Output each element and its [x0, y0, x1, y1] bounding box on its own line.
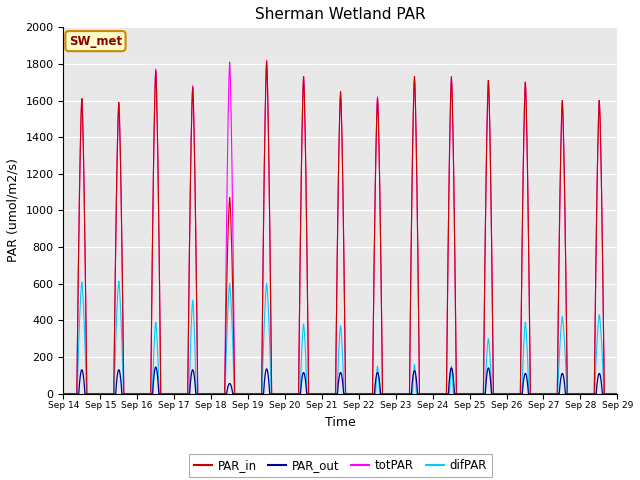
- X-axis label: Time: Time: [325, 416, 356, 429]
- Text: SW_met: SW_met: [69, 35, 122, 48]
- Title: Sherman Wetland PAR: Sherman Wetland PAR: [255, 7, 426, 22]
- Legend: PAR_in, PAR_out, totPAR, difPAR: PAR_in, PAR_out, totPAR, difPAR: [189, 455, 492, 477]
- Y-axis label: PAR (umol/m2/s): PAR (umol/m2/s): [7, 158, 20, 263]
